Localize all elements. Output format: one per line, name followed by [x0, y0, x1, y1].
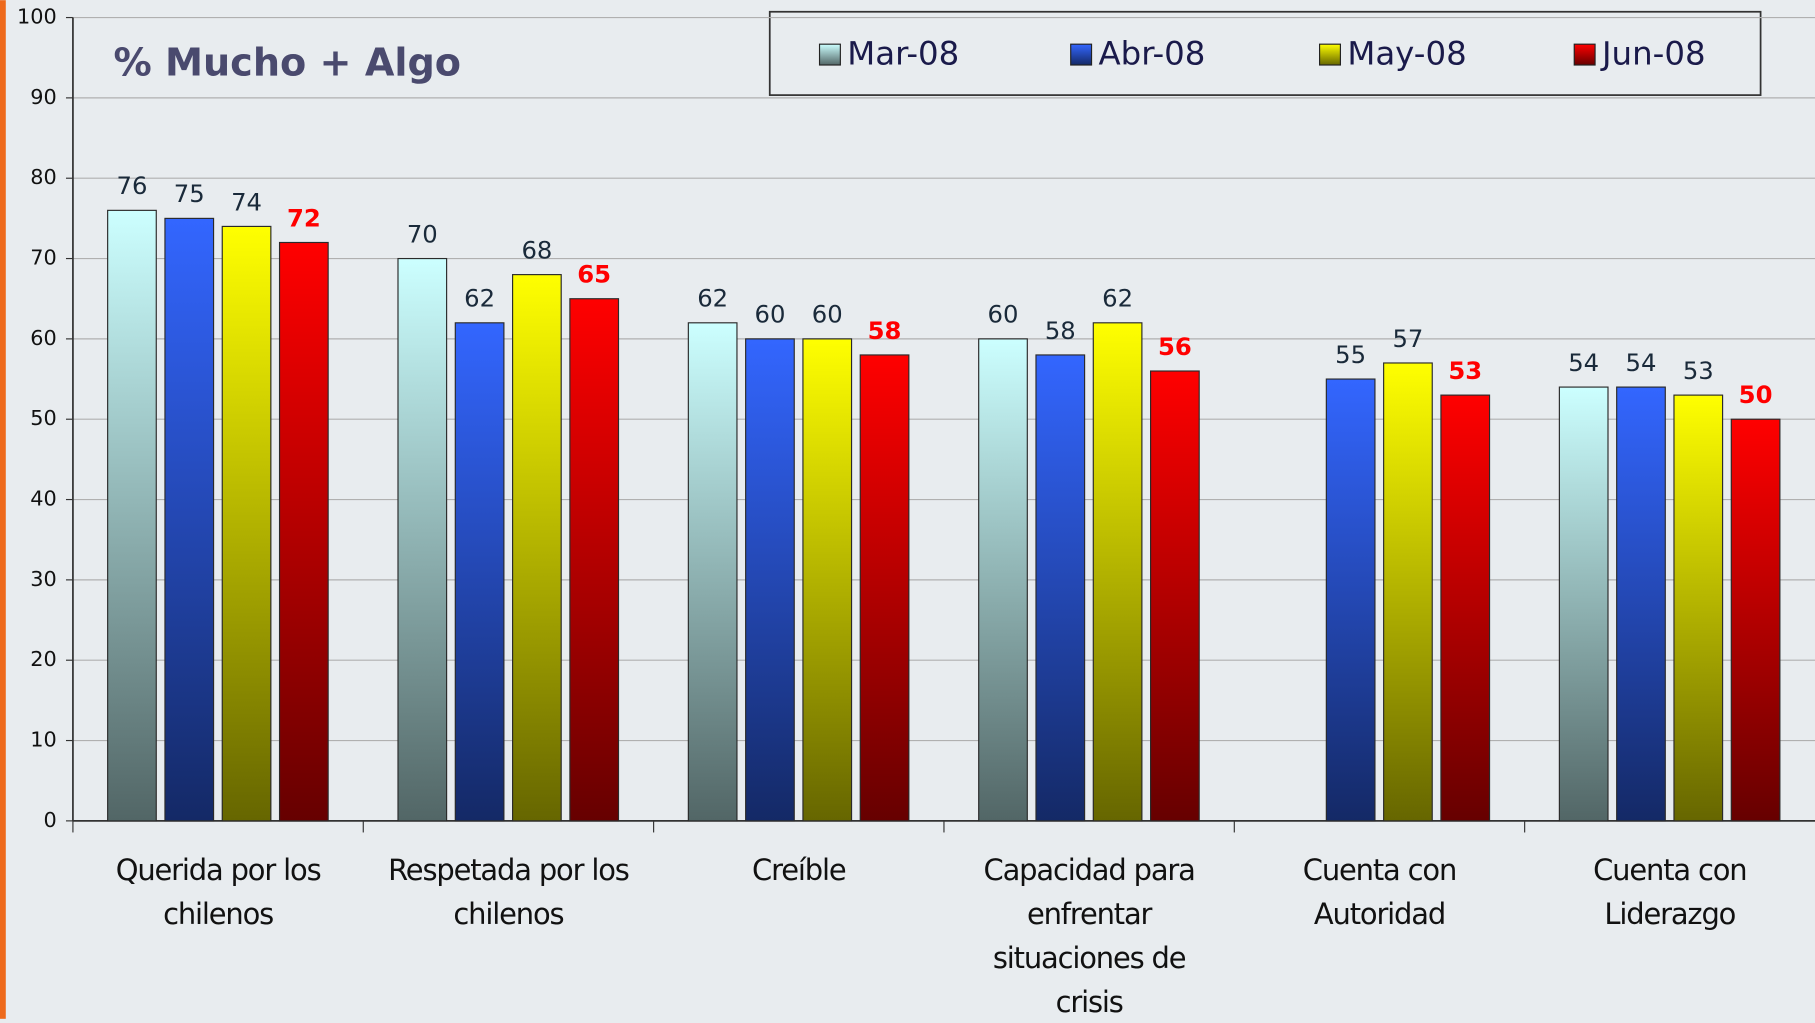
legend-label: May-08	[1347, 35, 1466, 73]
x-label-box: Creíble	[752, 853, 847, 887]
bar	[1440, 394, 1491, 822]
data-label: 53	[1448, 356, 1482, 385]
legend-label: Abr-08	[1098, 35, 1205, 73]
chart-title: % Mucho + Algo	[113, 42, 461, 86]
data-label: 75	[174, 179, 205, 208]
data-label: 58	[1045, 316, 1076, 345]
data-label: 54	[1626, 348, 1657, 377]
data-label: 60	[754, 300, 785, 329]
bar	[978, 338, 1028, 822]
bar	[1325, 378, 1376, 822]
legend-swatch	[1070, 43, 1093, 66]
legend-label: Jun-08	[1600, 35, 1706, 73]
bar	[802, 338, 853, 822]
y-tick-label: 60	[30, 326, 57, 350]
data-label: 57	[1392, 324, 1423, 353]
bar	[745, 338, 795, 822]
y-tick-label: 80	[30, 165, 57, 189]
y-tick-label: 20	[30, 647, 57, 671]
side-stripe	[0, 0, 6, 1019]
bar	[164, 217, 215, 822]
x-tick-label: Cuenta con Liderazgo	[1593, 853, 1748, 931]
y-tick-label: 100	[17, 5, 57, 29]
y-tick-label: 30	[30, 567, 57, 591]
bar	[1730, 418, 1781, 822]
y-tick-label: 70	[30, 246, 57, 270]
data-label: 62	[1102, 284, 1133, 313]
x-tick-label: Querida por los chilenos	[115, 853, 322, 931]
data-label: 60	[988, 300, 1019, 329]
bar	[221, 225, 272, 822]
bar	[512, 274, 562, 822]
x-label-box: Cuenta con Autoridad	[1302, 853, 1458, 931]
y-tick-label: 0	[43, 808, 56, 832]
data-label: 70	[407, 219, 438, 248]
bar	[107, 209, 157, 822]
legend-label: Mar-08	[847, 35, 959, 73]
x-tick-label: Cuenta con Autoridad	[1302, 853, 1458, 931]
x-tick-label: Capacidad para enfrentar situaciones de …	[983, 853, 1196, 1019]
data-label: 58	[868, 316, 902, 345]
bar	[1383, 362, 1433, 822]
bar	[859, 354, 910, 822]
bar	[1616, 386, 1666, 822]
legend-box	[768, 10, 1762, 96]
legend-swatch	[1573, 43, 1596, 66]
legend-swatch	[1319, 43, 1341, 66]
x-label-box: Cuenta con Liderazgo	[1593, 853, 1748, 931]
x-tick-label: Respetada por los chilenos	[388, 853, 630, 931]
y-tick-label: 10	[30, 728, 57, 752]
bar	[687, 322, 738, 822]
bar	[454, 322, 505, 822]
data-label: 56	[1158, 332, 1192, 361]
data-label: 60	[812, 300, 843, 329]
x-label-box: Querida por los chilenos	[115, 853, 322, 931]
data-label: 50	[1739, 380, 1773, 409]
data-label: 65	[577, 260, 611, 289]
x-label-box: Capacidad para enfrentar situaciones de …	[983, 853, 1196, 1019]
legend-swatch	[818, 43, 841, 66]
data-label: 53	[1683, 356, 1714, 385]
data-label: 62	[697, 284, 728, 313]
bar	[397, 257, 448, 822]
bar	[278, 241, 329, 822]
bar	[1150, 370, 1200, 822]
y-tick-label: 90	[30, 85, 57, 109]
data-label: 54	[1568, 348, 1599, 377]
bar	[1673, 394, 1724, 822]
data-label: 76	[116, 171, 147, 200]
data-label: 62	[464, 284, 495, 313]
bar	[569, 298, 620, 822]
y-tick-label: 50	[30, 406, 57, 430]
x-tick-label: Creíble	[752, 853, 847, 887]
bar	[1092, 322, 1143, 822]
data-label: 68	[521, 235, 552, 264]
data-label: 74	[231, 187, 262, 216]
data-label: 55	[1335, 340, 1366, 369]
bar	[1558, 386, 1609, 822]
x-label-box: Respetada por los chilenos	[388, 853, 630, 931]
bar	[1035, 354, 1086, 822]
y-tick-label: 40	[30, 487, 57, 511]
data-label: 72	[287, 203, 321, 232]
